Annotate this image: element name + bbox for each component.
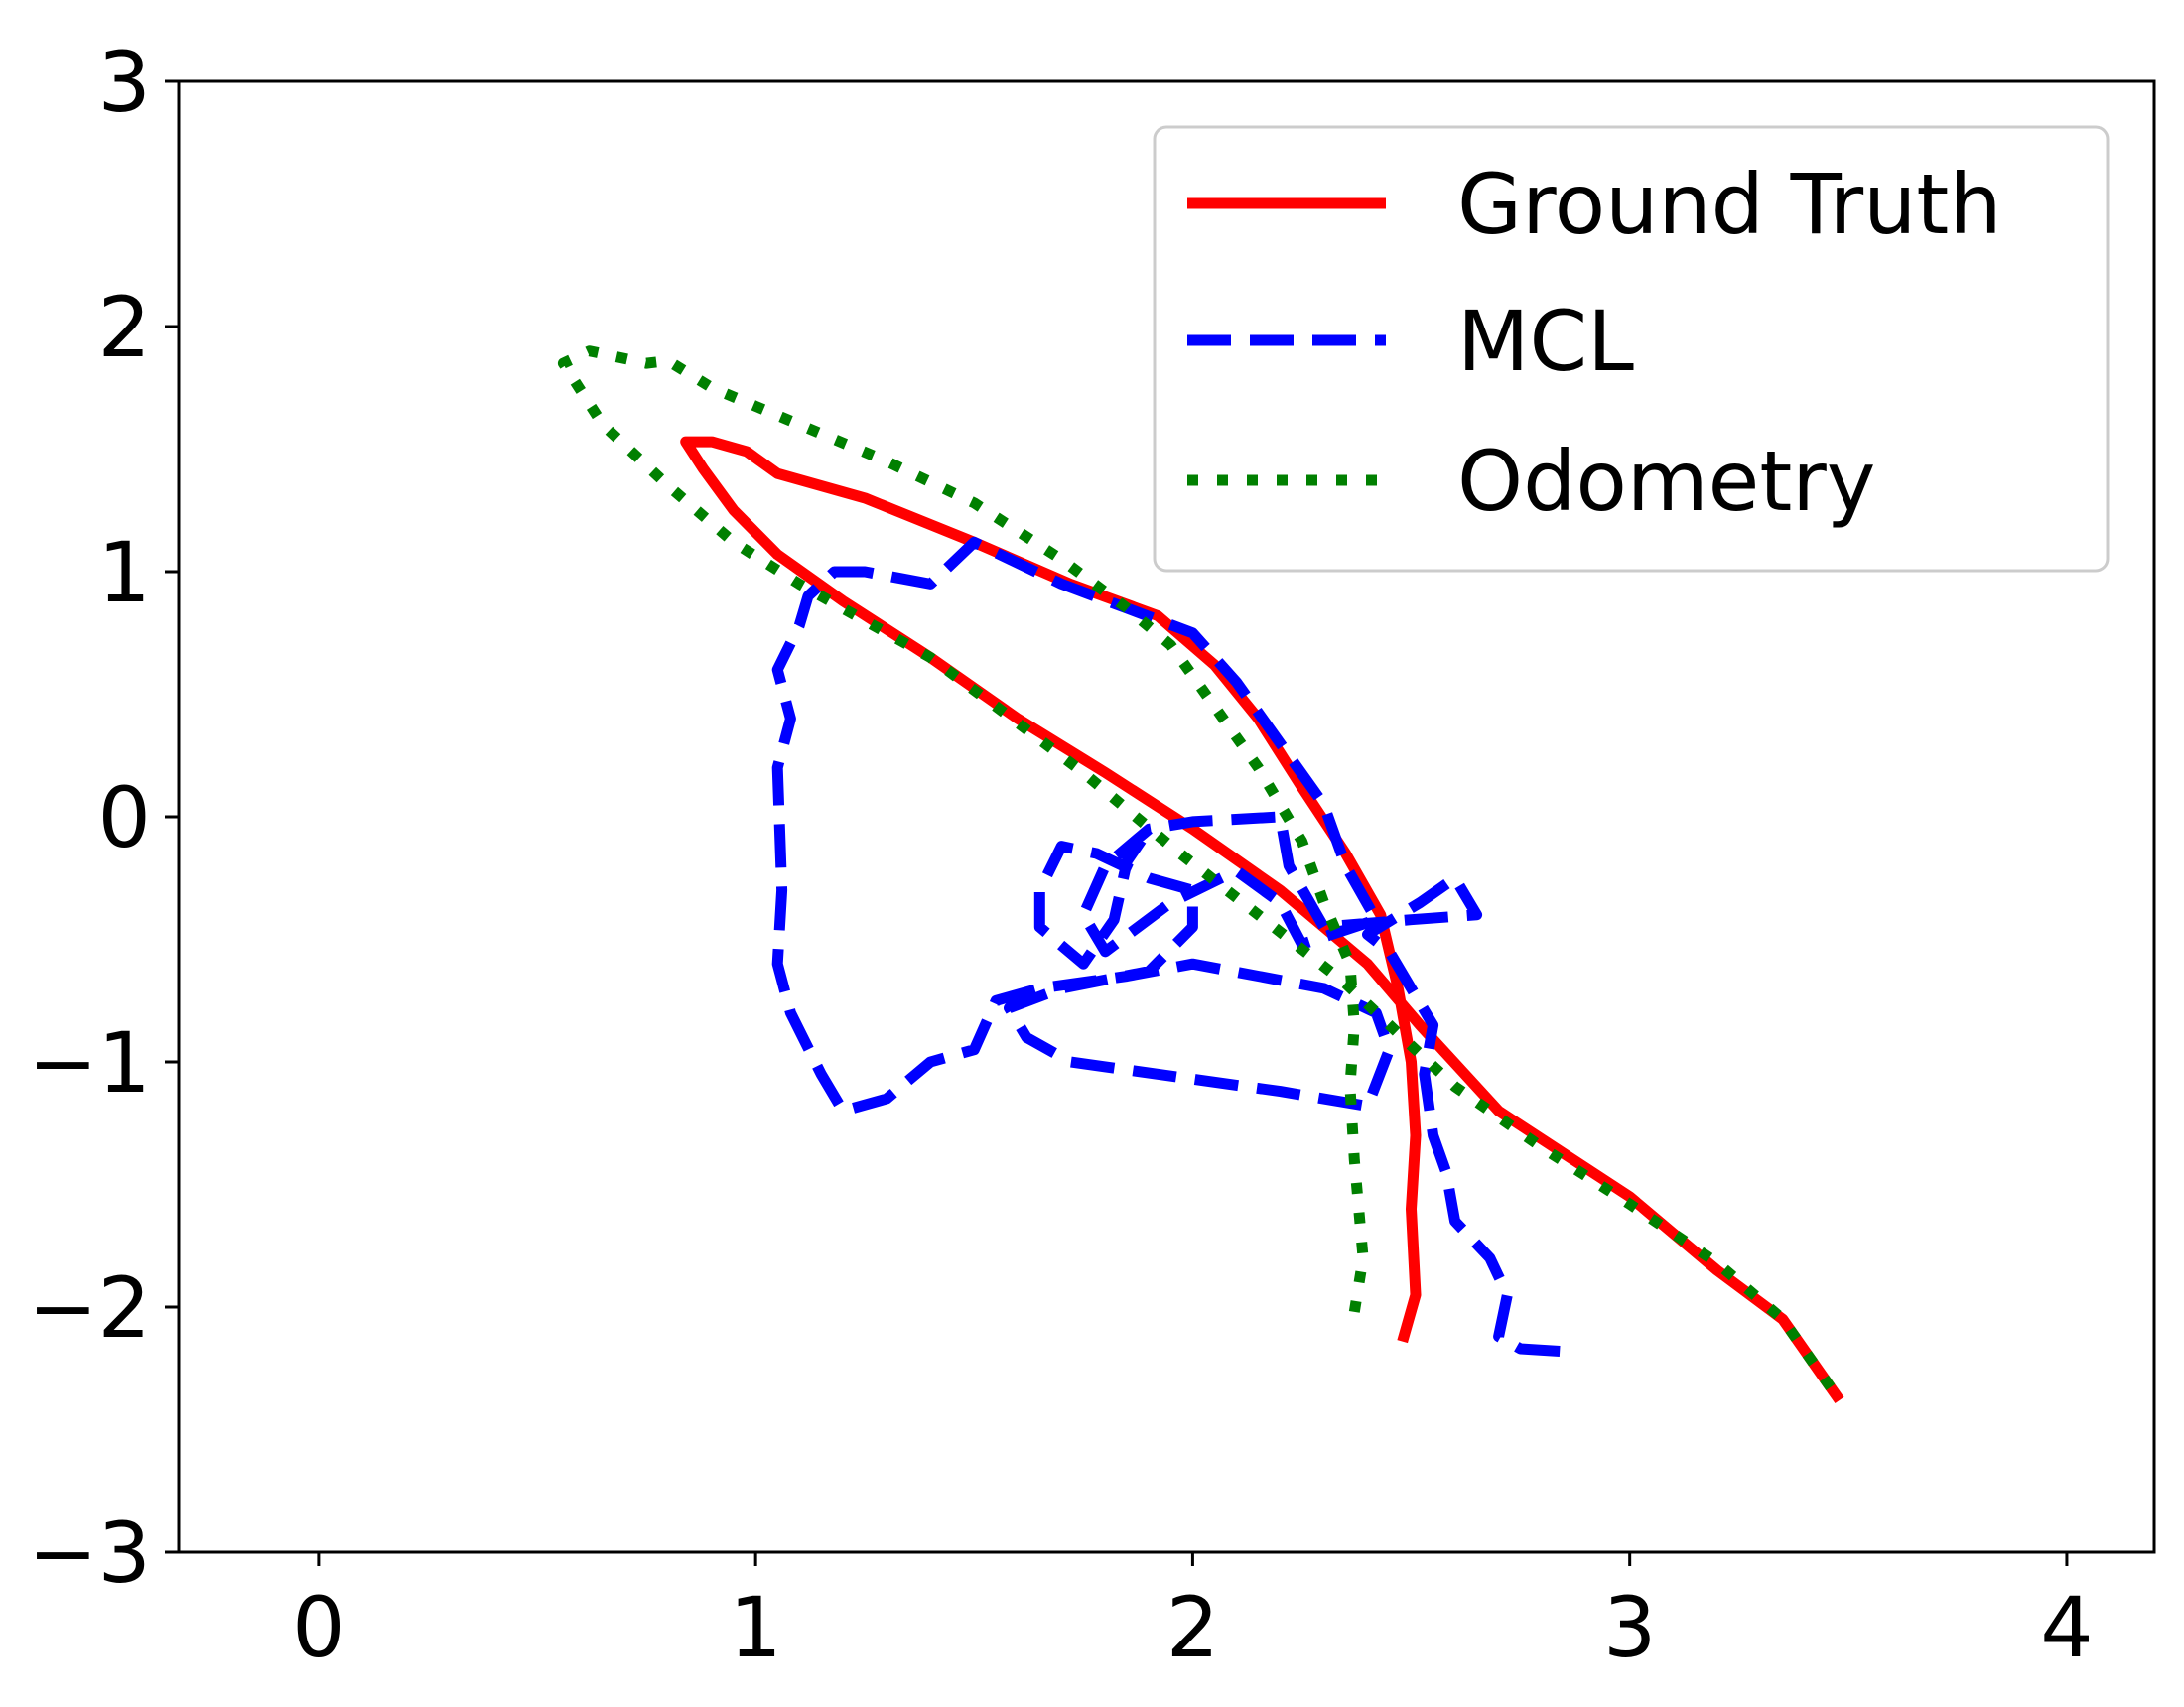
legend-label-mcl: MCL bbox=[1457, 293, 1634, 390]
series-line-ground-truth bbox=[680, 436, 1844, 1404]
x-tick-label: 0 bbox=[292, 1579, 344, 1676]
y-tick-label: 3 bbox=[98, 34, 151, 131]
y-tick-label: −3 bbox=[28, 1505, 151, 1602]
x-tick-label: 2 bbox=[1166, 1579, 1219, 1676]
y-axis: −3 −2 −1 0 1 2 3 bbox=[28, 34, 179, 1602]
y-tick-label: −2 bbox=[28, 1259, 151, 1357]
x-tick-label: 1 bbox=[729, 1579, 781, 1676]
y-tick-label: 1 bbox=[98, 524, 151, 621]
x-axis: 0 1 2 3 4 bbox=[292, 1552, 2094, 1676]
legend: Ground Truth MCL Odometry bbox=[1153, 125, 2110, 573]
series-line-odometry bbox=[557, 345, 1844, 1404]
y-tick-label: 2 bbox=[98, 279, 151, 376]
series-layer bbox=[557, 345, 1844, 1404]
series-line-mcl bbox=[771, 536, 1561, 1357]
y-tick-label: −1 bbox=[28, 1014, 151, 1112]
legend-label-odometry: Odometry bbox=[1457, 433, 1876, 530]
x-tick-label: 4 bbox=[2040, 1579, 2093, 1676]
x-tick-label: 3 bbox=[1603, 1579, 1656, 1676]
y-tick-label: 0 bbox=[98, 769, 151, 866]
legend-label-ground-truth: Ground Truth bbox=[1457, 156, 2002, 253]
legend-box bbox=[1153, 125, 2110, 573]
